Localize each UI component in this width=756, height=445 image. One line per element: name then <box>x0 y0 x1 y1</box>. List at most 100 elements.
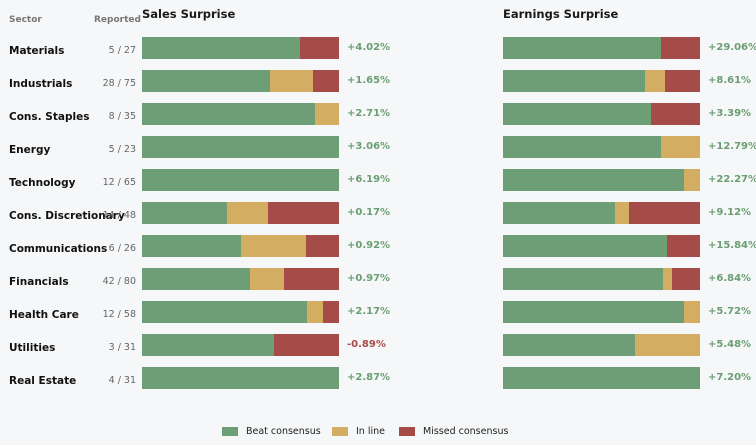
bar-segment-beat <box>503 367 700 389</box>
sector-label: Cons. Staples <box>9 111 90 123</box>
legend-swatch-beat <box>222 427 238 436</box>
reported-count: 5 / 27 <box>108 45 136 56</box>
earnings-surprise-bar <box>503 70 700 92</box>
legend-label-beat: Beat consensus <box>246 426 321 437</box>
sales-surprise-value: +0.17% <box>347 207 391 218</box>
sales-surprise-value: -0.89% <box>347 339 386 350</box>
bar-segment-beat <box>142 334 274 356</box>
reported-count: 5 / 23 <box>108 144 136 155</box>
earnings-surprise-bar <box>503 235 700 257</box>
bar-segment-beat <box>503 301 685 323</box>
bar-segment-beat <box>142 103 316 125</box>
earnings-surprise-value: +3.39% <box>708 108 752 119</box>
sales-surprise-value: +6.19% <box>347 174 391 185</box>
bar-segment-beat <box>142 268 251 290</box>
sales-surprise-bar <box>142 367 339 389</box>
bar-segment-beat <box>503 268 663 290</box>
bar-segment-beat <box>142 136 339 158</box>
earnings-surprise-bar <box>503 268 700 290</box>
sector-row: Cons. Staples 8 / 35 +2.71% +3.39% <box>0 103 756 136</box>
bar-segment-beat <box>503 334 635 356</box>
legend-label-missed: Missed consensus <box>423 426 509 437</box>
bar-segment-missed <box>672 268 700 290</box>
sales-surprise-bar <box>142 37 339 59</box>
earnings-surprise-value: +8.61% <box>708 75 752 86</box>
earnings-surprise-bar <box>503 37 700 59</box>
bar-segment-beat <box>503 202 616 224</box>
bar-segment-beat <box>503 169 685 191</box>
earnings-surprise-bar <box>503 301 700 323</box>
sector-label: Real Estate <box>9 375 77 387</box>
sales-surprise-value: +0.92% <box>347 240 391 251</box>
sales-surprise-value: +4.02% <box>347 42 391 53</box>
bar-segment-inline <box>315 103 339 125</box>
earnings-surprise-bar <box>503 334 700 356</box>
reported-count: 42 / 80 <box>102 276 136 287</box>
earnings-surprise-value: +12.79% <box>708 141 756 152</box>
bar-segment-beat <box>142 202 227 224</box>
legend-item-beat: Beat consensus <box>222 426 321 437</box>
sales-surprise-bar <box>142 268 339 290</box>
bar-segment-inline <box>662 268 673 290</box>
sector-label: Energy <box>9 144 51 156</box>
bar-segment-missed <box>273 334 339 356</box>
sector-label: Industrials <box>9 78 73 90</box>
bar-segment-inline <box>250 268 284 290</box>
bar-segment-beat <box>142 37 300 59</box>
bar-segment-missed <box>666 235 700 257</box>
sector-row: Health Care 12 / 58 +2.17% +5.72% <box>0 301 756 334</box>
sector-label: Financials <box>9 276 69 288</box>
bar-segment-inline <box>240 235 306 257</box>
reported-count: 12 / 58 <box>102 309 136 320</box>
bar-segment-beat <box>142 70 271 92</box>
earnings-surprise-bar <box>503 169 700 191</box>
sales-surprise-title: Sales Surprise <box>142 7 236 21</box>
sector-row: Energy 5 / 23 +3.06% +12.79% <box>0 136 756 169</box>
earnings-surprise-title: Earnings Surprise <box>503 7 619 21</box>
bar-segment-missed <box>650 103 700 125</box>
earnings-surprise-value: +29.06% <box>708 42 756 53</box>
bar-segment-missed <box>299 37 339 59</box>
bar-segment-missed <box>313 70 339 92</box>
bar-segment-beat <box>503 70 645 92</box>
reported-count: 6 / 26 <box>108 243 136 254</box>
legend-item-missed: Missed consensus <box>399 426 508 437</box>
earnings-surprise-value: +6.84% <box>708 273 752 284</box>
sector-row: Technology 12 / 65 +6.19% +22.27% <box>0 169 756 202</box>
sector-row: Industrials 28 / 75 +1.65% +8.61% <box>0 70 756 103</box>
earnings-surprise-value: +5.72% <box>708 306 752 317</box>
reported-count: 12 / 65 <box>102 177 136 188</box>
reported-count: 8 / 35 <box>108 111 136 122</box>
reported-count: 28 / 75 <box>102 78 136 89</box>
sales-surprise-value: +3.06% <box>347 141 391 152</box>
bar-segment-beat <box>142 301 308 323</box>
bar-segment-beat <box>503 136 661 158</box>
legend-item-inline: In line <box>332 426 385 437</box>
sales-surprise-bar <box>142 235 339 257</box>
sales-surprise-value: +0.97% <box>347 273 391 284</box>
bar-segment-beat <box>503 235 667 257</box>
bar-segment-beat <box>503 103 651 125</box>
sector-row: Financials 42 / 80 +0.97% +6.84% <box>0 268 756 301</box>
sector-label: Technology <box>9 177 76 189</box>
earnings-surprise-bar <box>503 136 700 158</box>
sales-surprise-bar <box>142 136 339 158</box>
sales-surprise-bar <box>142 334 339 356</box>
earnings-surprise-value: +9.12% <box>708 207 752 218</box>
sector-column-header: Sector <box>9 15 42 25</box>
bar-segment-missed <box>305 235 339 257</box>
bar-segment-missed <box>283 268 339 290</box>
sales-surprise-value: +2.71% <box>347 108 391 119</box>
bar-segment-beat <box>142 169 339 191</box>
legend-swatch-missed <box>399 427 415 436</box>
bar-segment-inline <box>634 334 700 356</box>
legend-swatch-inline <box>332 427 348 436</box>
sales-surprise-value: +2.87% <box>347 372 391 383</box>
earnings-surprise-value: +15.84% <box>708 240 756 251</box>
legend: Beat consensus In line Missed consensus <box>0 426 756 440</box>
sales-surprise-bar <box>142 103 339 125</box>
earnings-surprise-value: +22.27% <box>708 174 756 185</box>
legend-label-inline: In line <box>356 426 385 437</box>
bar-segment-beat <box>142 235 241 257</box>
earnings-surprise-bar <box>503 103 700 125</box>
